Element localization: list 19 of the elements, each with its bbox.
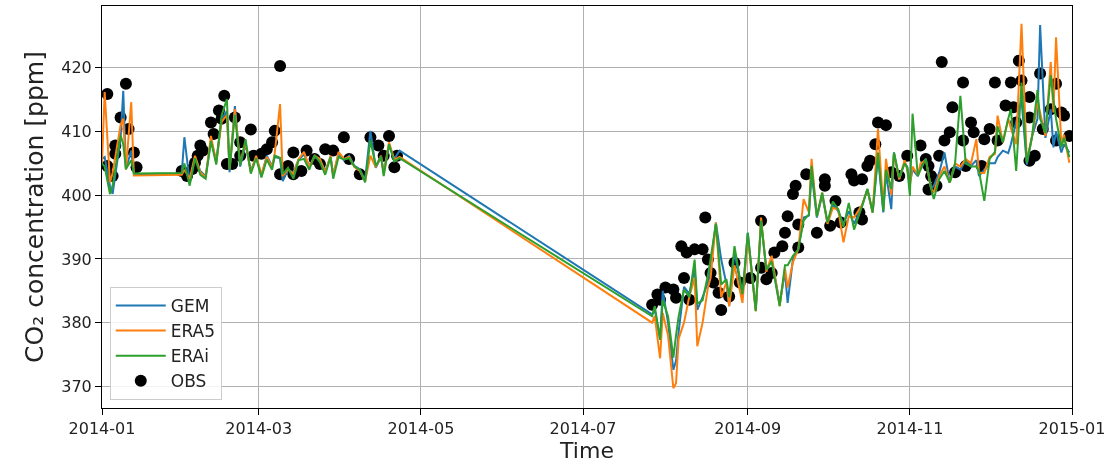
- x-tick-label: 2014-07: [549, 419, 617, 439]
- y-tick-label: 410: [61, 122, 92, 142]
- x-tick-label: 2014-09: [714, 419, 782, 439]
- y-tick-label: 380: [61, 313, 92, 333]
- x-tick-label: 2015-01: [1038, 419, 1106, 439]
- y-tick-label: 370: [61, 376, 92, 396]
- y-axis-title: CO₂ concentration [ppm]: [20, 51, 49, 363]
- legend-label: GEM: [170, 296, 210, 317]
- x-tick-label: 2014-05: [387, 419, 455, 439]
- legend-label: ERA5: [170, 321, 216, 342]
- x-tick-label: 2014-11: [876, 419, 944, 439]
- x-tick-label: 2014-03: [225, 419, 293, 439]
- y-tick-label: 400: [61, 185, 92, 205]
- x-tick-label: 2014-01: [68, 419, 136, 439]
- legend-label: OBS: [170, 371, 207, 392]
- y-tick-label: 420: [61, 58, 92, 78]
- x-axis-title: Time: [559, 438, 614, 464]
- y-tick-label: 390: [61, 249, 92, 269]
- legend-label: ERAi: [170, 346, 209, 367]
